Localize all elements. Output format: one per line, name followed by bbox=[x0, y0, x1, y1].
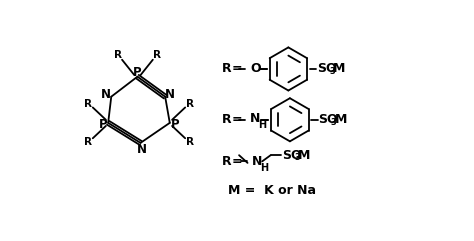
Text: =: = bbox=[231, 155, 242, 168]
Text: =: = bbox=[231, 113, 242, 126]
Text: R: R bbox=[186, 99, 194, 109]
Text: 3: 3 bbox=[331, 118, 337, 127]
Text: P: P bbox=[171, 118, 180, 131]
Text: P: P bbox=[133, 66, 142, 79]
Text: R: R bbox=[84, 137, 92, 147]
Text: 3: 3 bbox=[329, 67, 335, 76]
Text: N: N bbox=[101, 88, 111, 101]
Text: SO: SO bbox=[317, 62, 337, 75]
Text: N: N bbox=[250, 112, 260, 125]
Text: =: = bbox=[231, 62, 242, 75]
Text: N: N bbox=[137, 142, 147, 155]
Text: H: H bbox=[260, 162, 268, 173]
Text: M: M bbox=[298, 149, 311, 162]
Text: H: H bbox=[258, 120, 266, 130]
Text: M =  K or Na: M = K or Na bbox=[228, 184, 316, 197]
Text: M: M bbox=[335, 113, 347, 126]
Text: O: O bbox=[251, 62, 261, 75]
Text: SO: SO bbox=[282, 149, 302, 162]
Text: R: R bbox=[114, 50, 122, 60]
Text: R: R bbox=[222, 113, 232, 126]
Text: R: R bbox=[222, 155, 232, 168]
Text: N: N bbox=[165, 88, 175, 101]
Text: R: R bbox=[154, 50, 162, 60]
Text: 3: 3 bbox=[294, 153, 300, 162]
Text: R: R bbox=[84, 99, 92, 109]
Text: P: P bbox=[99, 118, 107, 131]
Text: SO: SO bbox=[319, 113, 338, 126]
Text: M: M bbox=[333, 62, 346, 75]
Text: R: R bbox=[186, 137, 194, 147]
Text: N: N bbox=[251, 155, 262, 168]
Text: R: R bbox=[222, 62, 232, 75]
